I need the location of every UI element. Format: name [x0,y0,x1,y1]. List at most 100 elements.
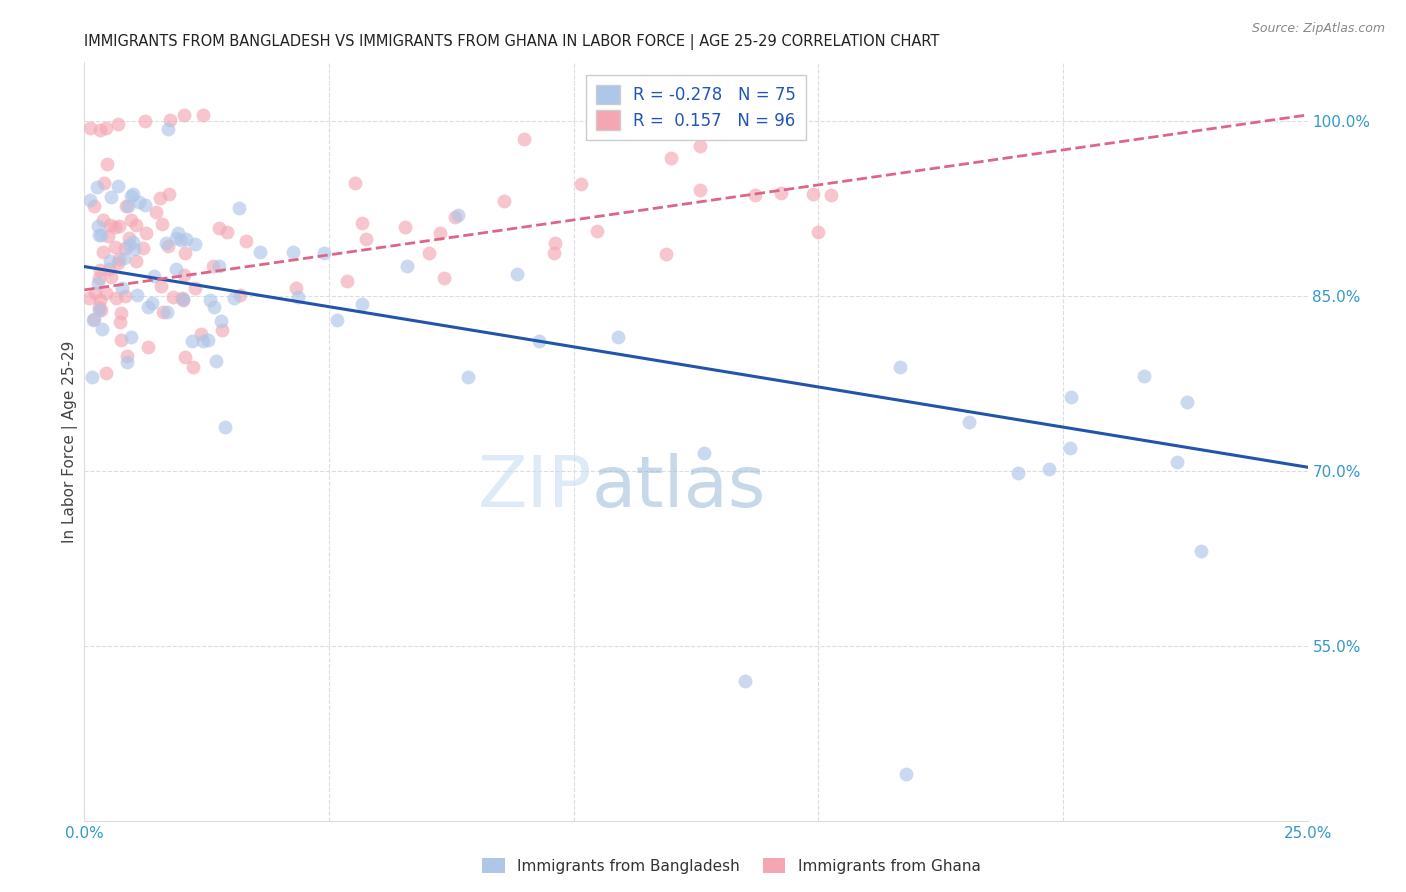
Point [94,366,117,380]
Point [1060,390,1083,404]
Point [174,246,197,260]
Point [174,232,197,246]
Point [157,122,180,136]
Point [513,132,536,146]
Point [506,267,529,281]
Point [107,256,129,270]
Point [172,291,194,305]
Point [107,178,129,193]
Point [418,246,440,260]
Point [202,300,225,314]
Point [108,252,131,266]
Point [1175,394,1198,409]
Point [354,232,377,246]
Point [769,186,792,200]
Point [165,230,187,244]
Point [122,235,145,249]
Point [96,157,118,171]
Point [150,278,173,293]
Point [204,354,226,368]
Point [654,246,676,260]
Point [197,334,219,348]
Point [136,300,159,314]
Point [145,205,167,219]
Point [606,330,628,344]
Point [152,305,174,319]
Point [224,291,246,305]
Point [228,201,250,215]
Point [287,290,309,304]
Point [104,219,127,234]
Point [394,220,416,235]
Point [82,313,104,327]
Point [180,334,202,349]
Point [89,293,111,308]
Point [174,350,197,364]
Point [571,177,593,191]
Point [110,306,132,320]
Point [118,237,141,252]
Point [83,285,105,300]
Point [543,245,565,260]
Point [91,245,114,260]
Point [107,117,129,131]
Point [98,218,121,232]
Point [136,340,159,354]
Point [314,246,336,260]
Point [170,233,193,247]
Text: IMMIGRANTS FROM BANGLADESH VS IMMIGRANTS FROM GHANA IN LABOR FORCE | AGE 25-29 C: IMMIGRANTS FROM BANGLADESH VS IMMIGRANTS… [84,34,939,50]
Point [1059,442,1081,456]
Point [727,108,749,122]
Point [134,113,156,128]
Point [1038,462,1060,476]
Point [492,194,515,208]
Point [1007,467,1029,481]
Point [689,183,711,197]
Point [141,296,163,310]
Point [172,292,194,306]
Point [229,288,252,302]
Point [134,198,156,212]
Point [896,767,918,781]
Text: ZIP: ZIP [478,452,592,522]
Point [104,240,127,254]
Point [86,277,108,291]
Point [162,290,184,304]
Point [100,270,122,285]
Point [125,288,148,302]
Point [90,227,112,242]
Legend: R = -0.278   N = 75, R =  0.157   N = 96: R = -0.278 N = 75, R = 0.157 N = 96 [586,75,806,140]
Point [689,138,711,153]
Point [149,191,172,205]
Point [117,199,139,213]
Point [165,262,187,277]
Point [193,108,215,122]
Point [235,234,257,248]
Point [820,187,842,202]
Point [94,285,117,300]
Point [100,190,122,204]
Point [201,260,224,274]
Point [89,123,111,137]
Point [150,217,173,231]
Point [156,305,179,319]
Point [198,293,221,308]
Point [115,354,138,368]
Point [734,673,756,688]
Legend: Immigrants from Bangladesh, Immigrants from Ghana: Immigrants from Bangladesh, Immigrants f… [475,852,987,880]
Point [181,359,204,374]
Point [89,303,111,318]
Point [98,254,121,268]
Point [544,235,567,250]
Point [659,152,682,166]
Point [86,180,108,194]
Point [352,216,374,230]
Point [429,226,451,240]
Point [193,334,215,348]
Point [889,360,911,375]
Point [744,188,766,202]
Point [159,113,181,128]
Point [79,120,101,135]
Point [83,312,105,326]
Point [1189,543,1212,558]
